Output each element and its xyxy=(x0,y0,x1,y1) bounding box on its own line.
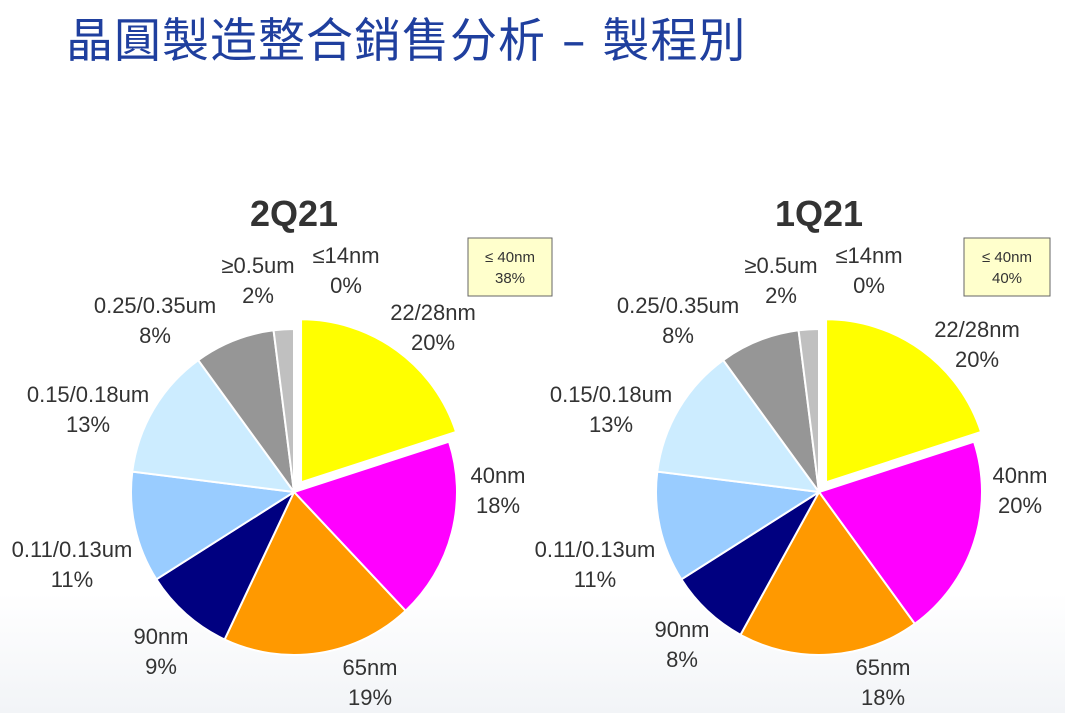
pie-slices-1q21 xyxy=(655,318,983,656)
slice-label-025um: 0.25/0.35um xyxy=(94,293,216,318)
pie-slice-0-15-0-18um xyxy=(656,358,822,494)
slice-label-011um: 0.11/0.13um xyxy=(535,537,656,562)
slice-label-015um: 0.15/0.18um xyxy=(550,382,672,407)
slice-label-22nm: 22/28nm xyxy=(934,317,1020,342)
pie-slice-90nm xyxy=(154,489,297,641)
slice-label-05um: ≥0.5um xyxy=(221,253,294,278)
highlight-box-line2: 40% xyxy=(992,270,1022,287)
slice-label-05um: ≥0.5um xyxy=(744,253,817,278)
slice-pct-025um: 8% xyxy=(139,323,171,348)
highlight-box-line1: ≤ 40nm xyxy=(485,249,535,266)
pie-slice-ge0-5um xyxy=(272,327,295,493)
pie-slice-65nm xyxy=(739,490,917,656)
pie-chart-2q21: 2Q21 ≤ 40nm 38% ≤14nm 0% ≥0.5um 2% 0.25/… xyxy=(12,193,553,710)
pie-slice-22-28nm xyxy=(300,318,458,484)
slice-pct-90nm: 8% xyxy=(666,647,698,672)
slice-label-025um: 0.25/0.35um xyxy=(617,293,739,318)
slice-pct-40nm: 20% xyxy=(998,493,1042,518)
slice-label-40nm: 40nm xyxy=(470,463,525,488)
slice-pct-90nm: 9% xyxy=(145,654,177,679)
pie-slice-65nm xyxy=(223,490,407,656)
pie-slice-22-28nm xyxy=(825,318,983,484)
slice-pct-05um: 2% xyxy=(242,283,274,308)
slice-pct-40nm: 18% xyxy=(476,493,520,518)
highlight-box-2q21: ≤ 40nm 38% xyxy=(467,237,553,297)
pie-slice-40nm xyxy=(817,440,983,626)
slice-label-22nm: 22/28nm xyxy=(390,300,476,325)
slice-pct-05um: 2% xyxy=(765,283,797,308)
slice-pct-025um: 8% xyxy=(662,323,694,348)
slice-label-65nm: 65nm xyxy=(855,655,910,680)
slice-pct-65nm: 19% xyxy=(348,685,392,710)
slice-pct-14nm: 0% xyxy=(330,273,362,298)
highlight-box-1q21: ≤ 40nm 40% xyxy=(963,237,1051,297)
chart-title-2q21: 2Q21 xyxy=(250,193,338,234)
slice-label-90nm: 90nm xyxy=(133,624,188,649)
highlight-box-bg xyxy=(963,237,1051,297)
slice-pct-011um: 11% xyxy=(574,567,616,592)
slice-pct-22nm: 20% xyxy=(411,330,455,355)
highlight-box-line1: ≤ 40nm xyxy=(982,249,1032,266)
slice-pct-14nm: 0% xyxy=(853,273,885,298)
pie-slices-2q21 xyxy=(130,318,458,656)
slice-pct-011um: 11% xyxy=(51,567,93,592)
highlight-box-line2: 38% xyxy=(495,270,525,287)
slice-labels-2q21: ≤14nm 0% ≥0.5um 2% 0.25/0.35um 8% 22/28n… xyxy=(12,243,526,710)
pie-slice-0-11-0-13um xyxy=(655,470,822,581)
pie-slice-0-15-0-18um xyxy=(131,358,297,494)
chart-title-1q21: 1Q21 xyxy=(775,193,863,234)
slice-label-14nm: ≤14nm xyxy=(835,243,902,268)
slice-pct-015um: 13% xyxy=(589,412,633,437)
slice-labels-1q21: ≤14nm 0% ≥0.5um 2% 0.25/0.35um 8% 22/28n… xyxy=(535,243,1048,710)
pie-chart-1q21: 1Q21 ≤ 40nm 40% ≤14nm 0% ≥0.5um 2% 0.25/… xyxy=(535,193,1051,710)
pie-slice-40nm xyxy=(292,440,458,613)
pie-slice-0-11-0-13um xyxy=(130,470,297,581)
slice-label-40nm: 40nm xyxy=(992,463,1047,488)
page-title: 晶圓製造整合銷售分析 – 製程別 xyxy=(66,14,747,69)
slice-label-65nm: 65nm xyxy=(342,655,397,680)
slice-label-14nm: ≤14nm xyxy=(312,243,379,268)
slice-pct-65nm: 18% xyxy=(861,685,905,710)
slice-pct-22nm: 20% xyxy=(955,347,999,372)
slice-label-015um: 0.15/0.18um xyxy=(27,382,149,407)
slice-label-90nm: 90nm xyxy=(654,617,709,642)
pie-slice-ge0-5um xyxy=(797,327,820,493)
highlight-box-bg xyxy=(467,237,553,297)
slice-label-011um: 0.11/0.13um xyxy=(12,537,133,562)
slice-pct-015um: 13% xyxy=(66,412,110,437)
